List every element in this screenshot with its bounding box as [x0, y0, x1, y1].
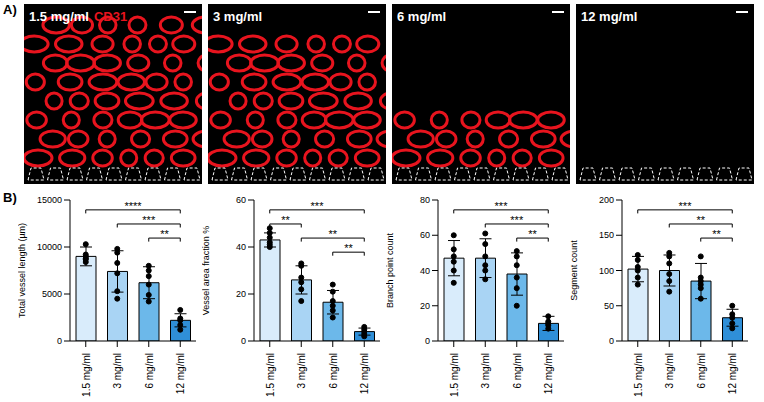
- svg-text:100: 100: [599, 266, 614, 276]
- svg-text:**: **: [344, 242, 353, 254]
- svg-text:10000: 10000: [37, 242, 62, 252]
- svg-text:***: ***: [311, 200, 325, 212]
- svg-text:12 mg/ml: 12 mg/ml: [581, 9, 637, 24]
- svg-text:**: **: [696, 214, 705, 226]
- svg-text:6 mg/ml: 6 mg/ml: [512, 353, 523, 389]
- svg-text:3 mg/ml: 3 mg/ml: [112, 353, 123, 389]
- svg-text:3 mg/ml: 3 mg/ml: [213, 9, 262, 24]
- svg-text:***: ***: [495, 200, 509, 212]
- svg-text:40: 40: [236, 242, 246, 252]
- svg-text:6 mg/ml: 6 mg/ml: [397, 9, 446, 24]
- svg-text:150: 150: [599, 230, 614, 240]
- svg-text:0: 0: [425, 336, 430, 346]
- svg-text:1.5 mg/ml: 1.5 mg/ml: [633, 353, 644, 397]
- svg-text:Branch point count: Branch point count: [386, 232, 395, 308]
- svg-text:1.5 mg/mlCD31: 1.5 mg/mlCD31: [29, 9, 127, 24]
- svg-text:6 mg/ml: 6 mg/ml: [328, 353, 339, 389]
- svg-text:12 mg/ml: 12 mg/ml: [359, 353, 370, 394]
- svg-text:60: 60: [420, 230, 430, 240]
- svg-text:****: ****: [124, 200, 142, 212]
- svg-text:**: **: [160, 228, 169, 240]
- svg-text:0: 0: [57, 336, 62, 346]
- svg-text:50: 50: [604, 301, 614, 311]
- svg-text:3 mg/ml: 3 mg/ml: [664, 353, 675, 389]
- svg-text:3 mg/ml: 3 mg/ml: [480, 353, 491, 389]
- svg-text:***: ***: [510, 214, 524, 226]
- svg-text:***: ***: [679, 200, 693, 212]
- svg-text:0: 0: [241, 336, 246, 346]
- svg-text:20: 20: [420, 301, 430, 311]
- svg-text:Vessel area fraction %: Vessel area fraction %: [202, 226, 211, 316]
- svg-text:1.5 mg/ml: 1.5 mg/ml: [265, 353, 276, 397]
- svg-text:***: ***: [142, 214, 156, 226]
- svg-text:**: **: [712, 228, 721, 240]
- svg-text:60: 60: [236, 195, 246, 205]
- svg-text:12 mg/ml: 12 mg/ml: [175, 353, 186, 394]
- svg-text:**: **: [328, 228, 337, 240]
- svg-text:6 mg/ml: 6 mg/ml: [696, 353, 707, 389]
- svg-text:5000: 5000: [42, 289, 62, 299]
- svg-text:Segment count: Segment count: [570, 240, 579, 301]
- svg-text:Total vessel length (µm): Total vessel length (µm): [18, 223, 27, 318]
- svg-text:0: 0: [609, 336, 614, 346]
- svg-text:**: **: [528, 228, 537, 240]
- svg-text:200: 200: [599, 195, 614, 205]
- svg-text:20: 20: [236, 289, 246, 299]
- svg-text:1.5 mg/ml: 1.5 mg/ml: [449, 353, 460, 397]
- svg-text:3 mg/ml: 3 mg/ml: [296, 353, 307, 389]
- html-text:B): B): [3, 190, 17, 205]
- svg-text:15000: 15000: [37, 195, 62, 205]
- svg-text:12 mg/ml: 12 mg/ml: [727, 353, 738, 394]
- svg-text:1.5 mg/ml: 1.5 mg/ml: [81, 353, 92, 397]
- svg-text:6 mg/ml: 6 mg/ml: [144, 353, 155, 389]
- svg-text:80: 80: [420, 195, 430, 205]
- svg-text:**: **: [281, 214, 290, 226]
- svg-text:40: 40: [420, 266, 430, 276]
- html-text:A): A): [3, 2, 17, 17]
- svg-text:12 mg/ml: 12 mg/ml: [543, 353, 554, 394]
